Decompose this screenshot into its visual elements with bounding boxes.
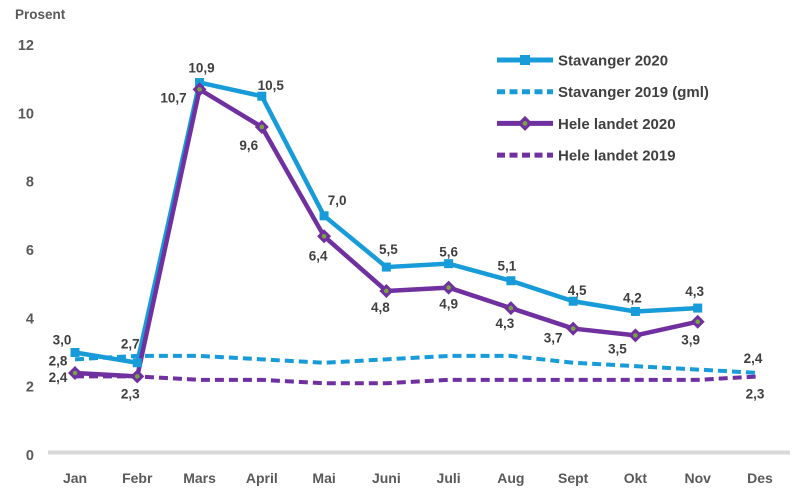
y-tick-label: 12	[18, 38, 34, 54]
marker-square-stavanger-2020	[693, 303, 703, 313]
marker-center-dot	[695, 319, 700, 325]
marker-center-dot	[446, 285, 451, 290]
data-label-hele-landet-2020-juni: 4,8	[371, 300, 390, 315]
y-tick-label: 0	[26, 448, 34, 464]
data-label-hele-landet-2020-mai: 6,4	[309, 248, 328, 263]
data-label-stavanger-2019-des: 2,4	[744, 351, 763, 366]
marker-square-stavanger-2020	[319, 211, 329, 221]
marker-center-dot	[633, 333, 638, 338]
data-label-hele-landet-2020-juli: 4,9	[439, 297, 458, 312]
data-label-stavanger-2020-april: 10,5	[258, 78, 285, 93]
legend-label-stavanger-2020: Stavanger 2020	[558, 53, 668, 70]
marker-center-dot	[72, 370, 78, 376]
data-label-hele-landet-2020-april: 9,6	[239, 138, 258, 153]
data-label-hele-landet-2020-febr: 2,3	[121, 386, 140, 401]
data-label-stavanger-2020-juni: 5,5	[379, 242, 398, 257]
x-axis-line	[48, 450, 790, 455]
series-line-stavanger-2019	[74, 353, 761, 375]
data-label-stavanger-2020-mai: 7,0	[328, 193, 347, 208]
x-tick-label-mai: Mai	[312, 470, 335, 486]
data-label-stavanger-2020-juli: 5,6	[439, 245, 458, 260]
marker-square-stavanger-2020	[257, 91, 267, 101]
marker-center-dot	[321, 234, 327, 239]
data-label-hele-landet-2020-okt: 3,5	[608, 341, 627, 356]
data-label-hele-landet-2019-des: 2,3	[746, 386, 765, 401]
marker-center-dot	[384, 288, 389, 294]
x-tick-label-des: Des	[747, 470, 773, 486]
marker-center-dot	[134, 374, 140, 379]
data-label-stavanger-2020-febr: 2,7	[121, 337, 140, 352]
x-tick-label-nov: Nov	[684, 470, 711, 486]
data-label-stavanger-2020-jan: 3,0	[53, 332, 72, 347]
x-tick-label-juni: Juni	[372, 470, 401, 486]
data-label-hele-landet-2020-mars: 10,7	[160, 90, 186, 105]
x-tick-label-april: April	[246, 470, 278, 486]
series-line-hele-landet-2019	[75, 374, 761, 386]
legend-label-hele-landet-2020: Hele landet 2020	[558, 116, 676, 133]
marker-square-stavanger-2020	[132, 358, 142, 368]
y-tick-label: 2	[26, 380, 34, 396]
y-tick-label: 10	[18, 106, 34, 122]
marker-center-dot	[508, 305, 514, 311]
marker-square-stavanger-2020	[506, 276, 516, 286]
x-tick-label-aug: Aug	[497, 470, 524, 486]
y-tick-label: 6	[26, 243, 34, 259]
data-label-stavanger-2020-aug: 5,1	[497, 259, 516, 274]
data-label-stavanger-2020-sept: 4,5	[568, 283, 587, 298]
marker-square-stavanger-2020	[381, 262, 391, 272]
data-label-stavanger-2019-jan: 2,8	[49, 353, 68, 368]
x-tick-label-juli: Juli	[437, 470, 461, 486]
legend-marker-center-dot	[522, 121, 528, 126]
marker-square-stavanger-2020	[630, 306, 640, 316]
x-tick-label-mars: Mars	[183, 470, 216, 486]
data-label-hele-landet-2020-nov: 3,9	[681, 333, 700, 348]
marker-center-dot	[259, 124, 265, 130]
x-tick-label-sept: Sept	[558, 470, 589, 486]
legend-marker-square	[520, 55, 530, 65]
legend-label-stavanger-2019: Stavanger 2019 (gml)	[558, 84, 709, 101]
x-tick-label-jan: Jan	[63, 470, 87, 486]
x-tick-label-febr: Febr	[122, 470, 153, 486]
data-label-hele-landet-2020-sept: 3,7	[544, 331, 563, 346]
marker-square-stavanger-2020	[568, 296, 578, 306]
data-label-stavanger-2020-okt: 4,2	[623, 290, 642, 305]
x-tick-label-okt: Okt	[624, 470, 648, 486]
data-label-hele-landet-2020-jan: 2,4	[49, 370, 68, 385]
data-label-stavanger-2020-nov: 4,3	[685, 284, 704, 299]
marker-center-dot	[570, 326, 576, 331]
marker-square-stavanger-2020	[70, 347, 80, 357]
data-label-stavanger-2020-mars: 10,9	[188, 61, 214, 76]
marker-square-stavanger-2020	[444, 259, 454, 269]
y-axis-title: Prosent	[15, 7, 66, 22]
legend-label-hele-landet-2019: Hele landet 2019	[558, 148, 676, 165]
data-label-hele-landet-2020-aug: 4,3	[495, 316, 514, 331]
y-tick-label: 8	[26, 175, 34, 191]
y-tick-label: 4	[26, 311, 34, 327]
marker-center-dot	[197, 87, 202, 92]
